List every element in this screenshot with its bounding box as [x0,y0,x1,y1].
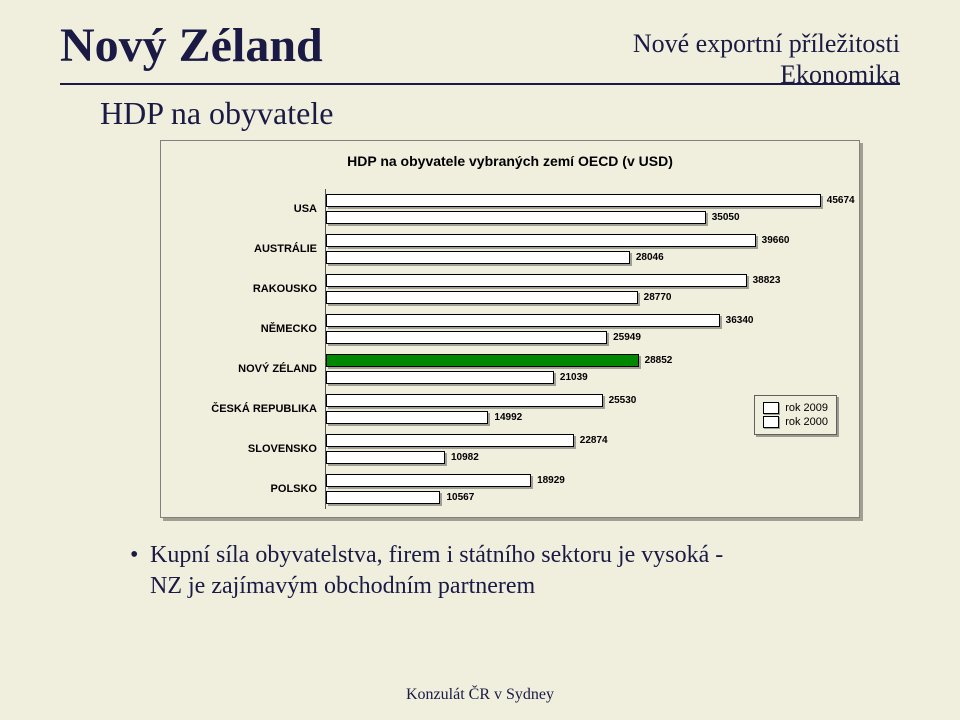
bar-2009 [326,314,720,327]
footer: Konzulát ČR v Sydney [0,686,960,704]
legend-swatch-2000 [763,416,779,428]
bar-2009 [326,194,821,207]
bar-2000 [326,411,488,424]
bars-cell: 38823 28770 [325,269,843,309]
header-right-line2: Ekonomika [633,59,900,90]
bar-2000 [326,491,440,504]
bar-value-label: 45674 [823,194,855,207]
chart-row: RAKOUSKO 38823 28770 [177,269,843,309]
chart-plot-area: USA4567435050 AUSTRÁLIE 39660 28046 RAKOUSKO… [177,189,843,509]
bar-2009 [326,274,747,287]
bar-2000 [326,331,607,344]
bar-2009 [326,394,603,407]
bar-2000 [326,251,630,264]
chart-row: USA4567435050 [177,189,843,229]
bar-value-label: 28852 [641,354,673,367]
slide: Nový Zéland Nové exportní příležitosti E… [0,0,960,720]
bar-2009 [326,234,756,247]
bar-value-label: 14992 [490,411,522,424]
bars-cell: 18929 10567 [325,469,843,509]
bar-2000 [326,291,638,304]
category-label: ČESKÁ REPUBLIKA [177,403,325,415]
bar-value-label: 10982 [447,451,479,464]
bullet-text: Kupní síla obyvatelstva, firem i státníh… [150,540,723,602]
legend-row-2009: rok 2009 [763,402,828,414]
category-label: SLOVENSKO [177,443,325,455]
bars-cell: 4567435050 [325,189,843,229]
category-label: POLSKO [177,483,325,495]
category-label: USA [177,203,325,215]
bar-value-label: 35050 [708,211,740,224]
category-label: NĚMECKO [177,323,325,335]
legend-swatch-2009 [763,402,779,414]
legend-row-2000: rok 2000 [763,416,828,428]
category-label: AUSTRÁLIE [177,243,325,255]
bullet-list: • Kupní síla obyvatelstva, firem i státn… [130,540,840,602]
bar-value-label: 38823 [749,274,781,287]
chart-row: AUSTRÁLIE 39660 28046 [177,229,843,269]
bar-value-label: 25949 [609,331,641,344]
bar-2000 [326,211,706,224]
bar-2000 [326,451,445,464]
category-label: NOVÝ ZÉLAND [177,363,325,375]
bullet-dot: • [130,540,150,602]
bar-value-label: 18929 [533,474,565,487]
header-right: Nové exportní příležitosti Ekonomika [633,28,900,90]
bar-value-label: 25530 [605,394,637,407]
bars-cell: 28852 21039 [325,349,843,389]
legend-label-2000: rok 2000 [785,416,828,428]
bar-2009 [326,434,574,447]
chart-row: POLSKO 18929 10567 [177,469,843,509]
bar-2009 [326,474,531,487]
subtitle: HDP na obyvatele [100,95,900,132]
chart-row: NOVÝ ZÉLAND 28852 21039 [177,349,843,389]
bars-cell: 39660 28046 [325,229,843,269]
bar-value-label: 39660 [758,234,790,247]
chart-row: ČESKÁ REPUBLIKA 25530 14992 [177,389,843,429]
category-label: RAKOUSKO [177,283,325,295]
header-right-line1: Nové exportní příležitosti [633,28,900,59]
bar-2009 [326,354,639,367]
bar-value-label: 21039 [556,371,588,384]
bar-value-label: 10567 [442,491,474,504]
bullet-item: • Kupní síla obyvatelstva, firem i státn… [130,540,840,602]
bars-cell: 22874 10982 [325,429,843,469]
bullet-line2: NZ je zajímavým obchodním partnerem [150,573,535,599]
chart-container: HDP na obyvatele vybraných zemí OECD (v … [160,140,860,518]
bar-2000 [326,371,554,384]
bullet-line1: Kupní síla obyvatelstva, firem i státníh… [150,542,723,568]
chart-row: SLOVENSKO 22874 10982 [177,429,843,469]
bar-value-label: 36340 [722,314,754,327]
bar-value-label: 28770 [640,291,672,304]
bar-value-label: 22874 [576,434,608,447]
chart-row: NĚMECKO 36340 25949 [177,309,843,349]
legend-label-2009: rok 2009 [785,402,828,414]
bars-cell: 36340 25949 [325,309,843,349]
chart-title: HDP na obyvatele vybraných zemí OECD (v … [177,153,843,169]
chart-legend: rok 2009 rok 2000 [754,395,837,435]
bar-value-label: 28046 [632,251,664,264]
